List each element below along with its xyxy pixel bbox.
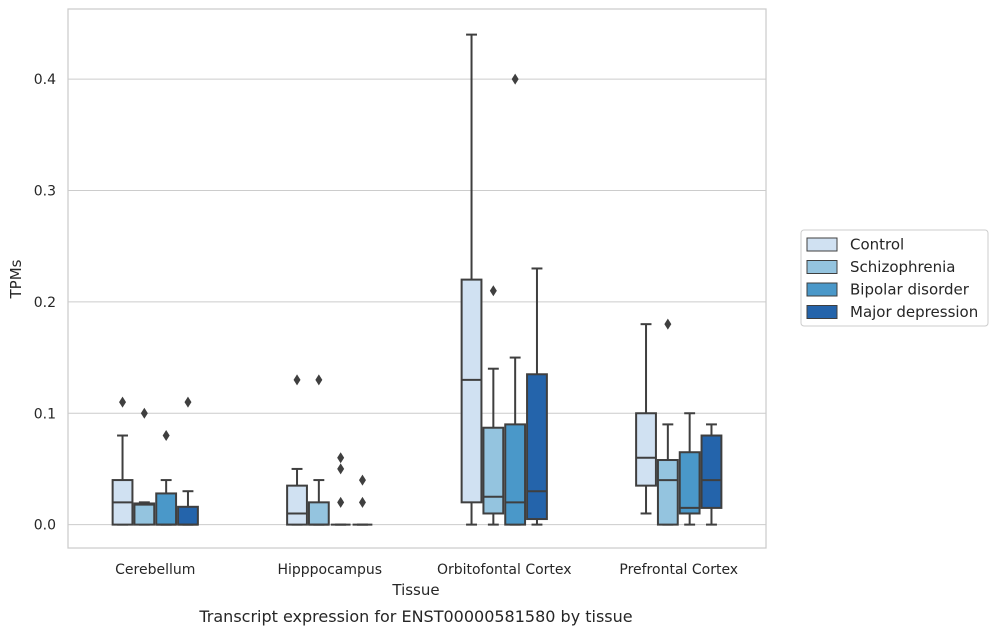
box-body (177, 505, 199, 526)
outlier-point (337, 496, 345, 508)
outlier-point (358, 474, 366, 486)
x-tick-label: Orbitofontal Cortex (437, 562, 572, 578)
box-0-0 (111, 396, 134, 526)
box-2-1 (482, 285, 505, 526)
x-axis-label: Tissue (391, 581, 439, 599)
box-body (307, 501, 330, 526)
box-body (678, 451, 701, 515)
box-3-0 (635, 323, 657, 515)
legend-swatch (806, 237, 838, 252)
box-body (460, 278, 483, 504)
x-tick-label: Hipppocampus (277, 562, 382, 578)
box-2-0 (460, 33, 483, 526)
outlier-point (664, 318, 672, 330)
y-tick-label: 0.2 (34, 295, 56, 311)
outlier-point (315, 374, 323, 386)
outlier-point (337, 452, 345, 464)
plot-frame (67, 8, 767, 549)
box-2-3 (526, 267, 548, 526)
x-tick-label: Prefrontal Cortex (619, 562, 738, 578)
box-3-2 (678, 412, 701, 526)
y-tick-label: 0.4 (34, 72, 56, 88)
box-plot-area (111, 33, 723, 526)
y-axis-ticks: 0.0 0.1 0.2 0.3 0.4 (34, 72, 56, 533)
outlier-point (184, 396, 192, 408)
y-tick-label: 0.0 (34, 518, 56, 534)
box-body (482, 426, 505, 515)
box-1-0 (286, 374, 308, 526)
outlier-point (489, 285, 497, 297)
box-body (504, 423, 527, 526)
outlier-point (140, 407, 148, 419)
box-0-2 (155, 430, 178, 526)
box-body (635, 412, 657, 487)
legend-label: Control (850, 236, 904, 254)
y-tick-label: 0.3 (34, 184, 56, 200)
box-0-1 (133, 407, 156, 526)
outlier-point (119, 396, 127, 408)
x-axis-ticks: Cerebellum Hipppocampus Orbitofontal Corte… (115, 562, 738, 578)
legend-swatch (806, 305, 838, 319)
outlier-point (162, 430, 170, 442)
y-tick-label: 0.1 (34, 406, 56, 422)
box-body (133, 502, 156, 526)
box-3-3 (700, 423, 723, 526)
box-1-1 (307, 374, 330, 526)
legend-label: Bipolar disorder (850, 281, 970, 299)
outlier-point (337, 463, 345, 475)
box-2-2 (504, 73, 527, 526)
x-tick-label: Cerebellum (115, 562, 195, 578)
outlier-point (358, 496, 366, 508)
box-body (526, 373, 548, 521)
legend-frame (800, 229, 989, 327)
gridlines (68, 78, 766, 526)
outlier-point (293, 374, 301, 386)
box-body (700, 434, 723, 509)
legend-label: Schizophrenia (850, 258, 955, 276)
legend-swatch (806, 260, 838, 274)
box-1-3 (352, 474, 373, 526)
y-axis-label: TPMs (7, 259, 25, 299)
legend: Control Schizophrenia Bipolar disorder Majo… (800, 229, 989, 327)
box-0-3 (177, 396, 199, 526)
outlier-point (511, 73, 519, 85)
legend-label: Major depression (850, 303, 978, 321)
legend-swatch (806, 282, 838, 297)
box-1-2 (330, 452, 351, 526)
box-body (155, 492, 178, 526)
chart-caption: Transcript expression for ENST0000058158… (198, 607, 632, 626)
box-body (656, 459, 679, 526)
box-body (286, 484, 308, 526)
box-3-1 (656, 318, 679, 526)
